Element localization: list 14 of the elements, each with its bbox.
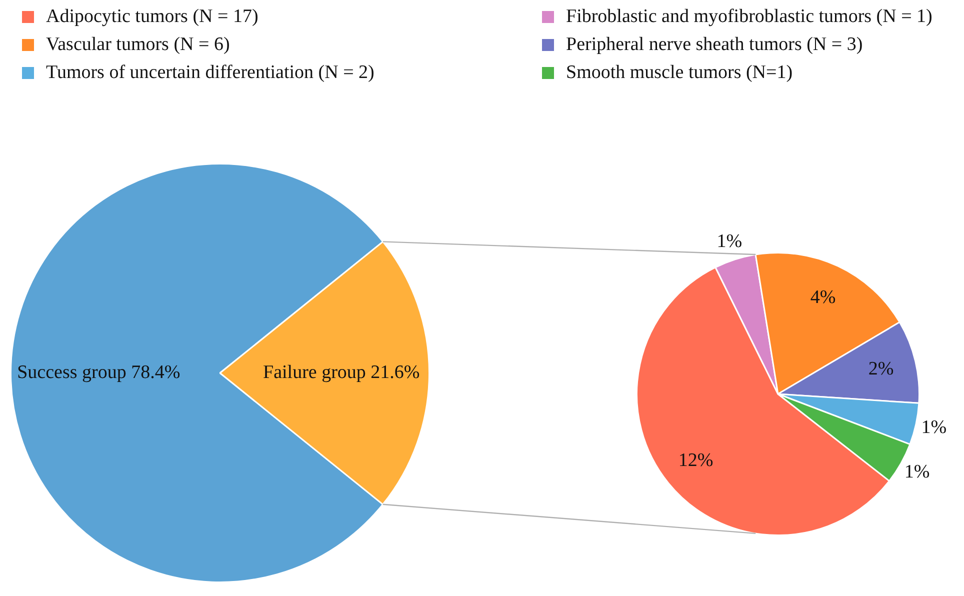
data-label: 1% [921,416,947,438]
legend-label: Fibroblastic and myofibroblastic tumors (N = 1) [566,6,932,28]
slice-label: Failure group 21.6% [263,362,420,384]
slice-label: Success group 78.4% [17,362,180,383]
legend-label: Tumors of uncertain differentiation (N = 2) [46,62,374,84]
data-label: 2% [868,358,894,380]
data-label: 1% [904,461,930,482]
data-label: 12% [678,450,714,471]
legend-label: Adipocytic tumors (N = 17) [46,6,258,28]
legend-label: Peripheral nerve sheath tumors (N = 3) [566,34,863,56]
data-label: 1% [716,230,742,252]
legend-label: Vascular tumors (N = 6) [46,34,230,56]
legend-label: Smooth muscle tumors (N=1) [566,62,793,84]
data-label: 4% [810,287,836,308]
